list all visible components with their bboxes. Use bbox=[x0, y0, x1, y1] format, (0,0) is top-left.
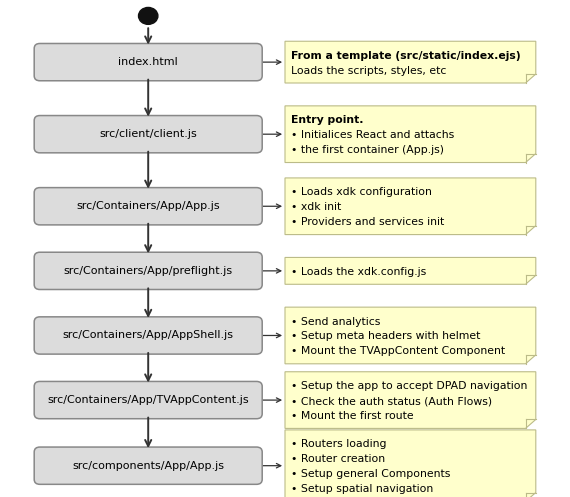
Text: Entry point.: Entry point. bbox=[291, 115, 363, 125]
Polygon shape bbox=[285, 106, 536, 163]
Text: • Setup the app to accept DPAD navigation: • Setup the app to accept DPAD navigatio… bbox=[291, 381, 527, 391]
Text: • Setup meta headers with helmet: • Setup meta headers with helmet bbox=[291, 331, 480, 341]
Text: • Router creation: • Router creation bbox=[291, 454, 385, 464]
Text: • Mount the TVAppContent Component: • Mount the TVAppContent Component bbox=[291, 346, 505, 356]
Text: src/client/client.js: src/client/client.js bbox=[99, 129, 197, 139]
FancyBboxPatch shape bbox=[34, 447, 262, 484]
Text: • Setup general Components: • Setup general Components bbox=[291, 469, 450, 479]
Polygon shape bbox=[285, 430, 536, 497]
Text: index.html: index.html bbox=[119, 57, 178, 67]
Text: • the first container (App.js): • the first container (App.js) bbox=[291, 145, 443, 155]
Text: • Loads the xdk.config.js: • Loads the xdk.config.js bbox=[291, 267, 426, 277]
FancyBboxPatch shape bbox=[34, 382, 262, 418]
Text: • Setup spatial navigation: • Setup spatial navigation bbox=[291, 484, 433, 494]
FancyBboxPatch shape bbox=[34, 252, 262, 289]
Text: From a template (src/static/index.ejs): From a template (src/static/index.ejs) bbox=[291, 51, 520, 61]
Polygon shape bbox=[285, 178, 536, 235]
Text: src/Containers/App/TVAppContent.js: src/Containers/App/TVAppContent.js bbox=[47, 395, 249, 405]
FancyBboxPatch shape bbox=[34, 43, 262, 81]
Polygon shape bbox=[285, 372, 536, 428]
Text: • Send analytics: • Send analytics bbox=[291, 317, 380, 327]
Polygon shape bbox=[285, 307, 536, 364]
Text: src/Containers/App/preflight.js: src/Containers/App/preflight.js bbox=[64, 266, 233, 276]
Text: • Check the auth status (Auth Flows): • Check the auth status (Auth Flows) bbox=[291, 396, 492, 406]
Text: • Loads xdk configuration: • Loads xdk configuration bbox=[291, 187, 431, 197]
Text: • xdk init: • xdk init bbox=[291, 202, 341, 212]
Text: src/components/App/App.js: src/components/App/App.js bbox=[72, 461, 224, 471]
Text: src/Containers/App/App.js: src/Containers/App/App.js bbox=[76, 201, 220, 211]
FancyBboxPatch shape bbox=[34, 187, 262, 225]
FancyBboxPatch shape bbox=[34, 115, 262, 153]
Polygon shape bbox=[285, 257, 536, 284]
Polygon shape bbox=[285, 41, 536, 83]
Text: src/Containers/App/AppShell.js: src/Containers/App/AppShell.js bbox=[63, 331, 234, 340]
Text: • Routers loading: • Routers loading bbox=[291, 439, 386, 449]
Text: • Mount the first route: • Mount the first route bbox=[291, 411, 413, 421]
FancyBboxPatch shape bbox=[34, 317, 262, 354]
Text: Loads the scripts, styles, etc: Loads the scripts, styles, etc bbox=[291, 66, 446, 76]
Text: • Initialices React and attachs: • Initialices React and attachs bbox=[291, 130, 454, 140]
Text: • Providers and services init: • Providers and services init bbox=[291, 217, 444, 227]
Circle shape bbox=[139, 7, 158, 24]
